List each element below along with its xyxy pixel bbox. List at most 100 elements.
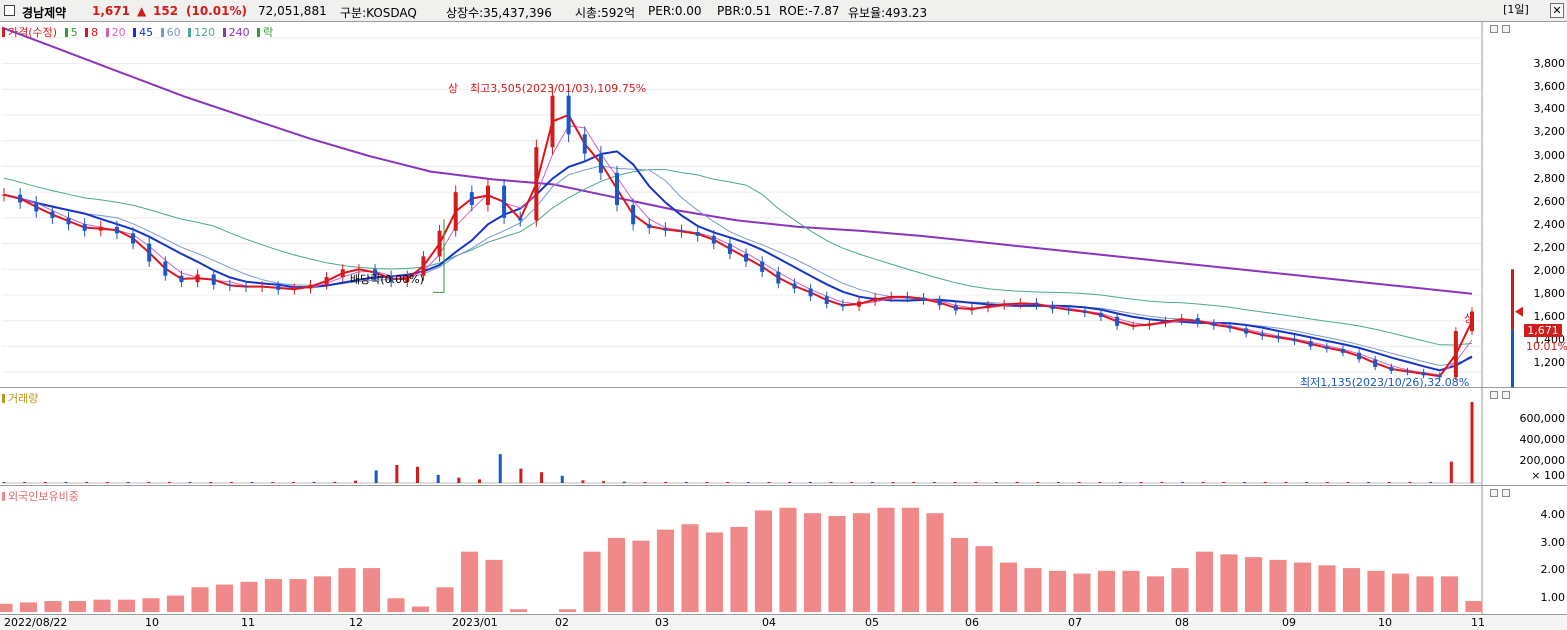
candle-body xyxy=(405,275,410,283)
limit-up-marker: 상 xyxy=(1464,312,1475,325)
volume-bar xyxy=(829,482,833,483)
volume-bar xyxy=(1243,482,1247,483)
candle-body xyxy=(82,224,87,231)
candle-body xyxy=(453,192,458,231)
candle-body xyxy=(695,232,700,236)
stock-name: 경남제약 xyxy=(22,6,67,20)
x-tick: 10 xyxy=(145,616,159,629)
foreign-bar xyxy=(142,598,160,612)
candle-body xyxy=(227,284,232,286)
candle-body xyxy=(1340,349,1345,353)
period-button[interactable]: [1일] xyxy=(1503,3,1529,16)
x-tick: 10 xyxy=(1378,616,1392,629)
pane-minimize-button[interactable] xyxy=(1490,391,1498,399)
volume-bar xyxy=(167,482,171,483)
foreign-bar xyxy=(1416,576,1434,612)
volume-bar xyxy=(105,482,109,483)
y-tick: 1,200 xyxy=(1533,356,1566,369)
foreign-legend: 외국인보유비중 xyxy=(2,488,79,504)
legend-ex-dividend: 락 xyxy=(263,26,274,39)
candle-body xyxy=(1470,311,1474,332)
volume-legend: 거래량 xyxy=(2,390,38,406)
candle-body xyxy=(711,235,716,244)
volume-bar xyxy=(788,482,792,483)
x-tick: 11 xyxy=(1471,616,1485,629)
close-button[interactable]: ✕ xyxy=(1550,3,1564,18)
select-checkbox[interactable] xyxy=(4,5,15,16)
y-tick: 1.00 xyxy=(1540,591,1566,604)
volume-bar xyxy=(1305,482,1309,483)
volume-bar xyxy=(436,474,440,483)
candle-body xyxy=(195,274,200,283)
foreign-bar xyxy=(117,599,136,612)
foreign-bar xyxy=(975,546,993,612)
volume-bar xyxy=(23,482,27,483)
volume-bar xyxy=(1056,482,1060,483)
volume-bar xyxy=(850,482,854,483)
candle-body xyxy=(792,283,797,289)
x-tick: 07 xyxy=(1068,616,1082,629)
foreign-bar xyxy=(1244,557,1263,612)
x-tick: 08 xyxy=(1175,616,1189,629)
candle-body xyxy=(1228,325,1233,329)
foreign-bar xyxy=(509,609,528,612)
foreign-bar xyxy=(387,598,405,612)
volume-bar xyxy=(43,482,47,483)
candle-body xyxy=(582,134,587,154)
foreign-bar xyxy=(681,524,699,612)
ma20-line xyxy=(3,125,1473,376)
volume-bar xyxy=(1201,482,1205,483)
pane-maximize-button[interactable] xyxy=(1502,391,1510,399)
pane-maximize-button[interactable] xyxy=(1502,25,1510,33)
foreign-bar xyxy=(191,587,209,612)
foreign-bar xyxy=(44,601,62,612)
foreign-bar xyxy=(656,529,675,612)
foreign-bar xyxy=(1024,568,1042,612)
y-tick: 3.00 xyxy=(1540,536,1566,549)
volume-bar xyxy=(1263,482,1267,483)
foreign-bar xyxy=(93,599,111,612)
pane-maximize-button[interactable] xyxy=(1502,489,1510,497)
candle-body xyxy=(1389,367,1394,371)
candle-body xyxy=(776,271,781,284)
candle-body xyxy=(98,226,103,231)
candle-body xyxy=(502,185,507,218)
ma45-line xyxy=(3,150,1473,372)
candle-body xyxy=(873,297,878,302)
volume-bar xyxy=(540,472,544,483)
foreign-bar xyxy=(999,562,1018,612)
x-tick: 03 xyxy=(655,616,669,629)
y-tick: 3,600 xyxy=(1533,80,1566,93)
legend-volume: 거래량 xyxy=(8,392,39,405)
y-tick: 200,000 xyxy=(1519,454,1566,467)
foreign-pane: 외국인보유비중 4.00 3.00 2.00 1.00 xyxy=(0,486,1567,614)
candle-body xyxy=(921,297,926,301)
volume-bar xyxy=(726,482,730,483)
candle-body xyxy=(1357,352,1362,360)
pane-minimize-button[interactable] xyxy=(1490,489,1498,497)
foreign-bar xyxy=(1073,573,1091,612)
candle-body xyxy=(163,261,168,276)
volume-bar xyxy=(1222,482,1226,483)
volume-bar xyxy=(64,482,68,483)
low-annotation: 최저1,135(2023/10/26),32.08% xyxy=(1300,376,1470,389)
candle-body xyxy=(18,194,23,203)
candle-body xyxy=(679,230,684,232)
foreign-bar xyxy=(1293,562,1312,612)
volume-bar xyxy=(353,480,357,483)
foreign-bar xyxy=(215,584,234,612)
foreign-bar xyxy=(1440,576,1459,612)
candle-body xyxy=(373,269,378,276)
candle-body xyxy=(744,253,749,262)
pane-minimize-button[interactable] xyxy=(1490,25,1498,33)
listed-shares: 상장수:35,437,396 xyxy=(446,6,552,20)
y-tick: 400,000 xyxy=(1519,433,1566,446)
candle-body xyxy=(1211,323,1216,326)
price-legend: 가격(수정) 5 8 20 45 60 120 240 락 xyxy=(2,24,277,40)
volume-bar xyxy=(457,477,461,483)
last-price-pointer xyxy=(1515,306,1523,317)
x-tick: 04 xyxy=(762,616,776,629)
candle-body xyxy=(1195,318,1200,324)
volume-bar xyxy=(291,482,295,483)
candle-body xyxy=(808,288,813,297)
